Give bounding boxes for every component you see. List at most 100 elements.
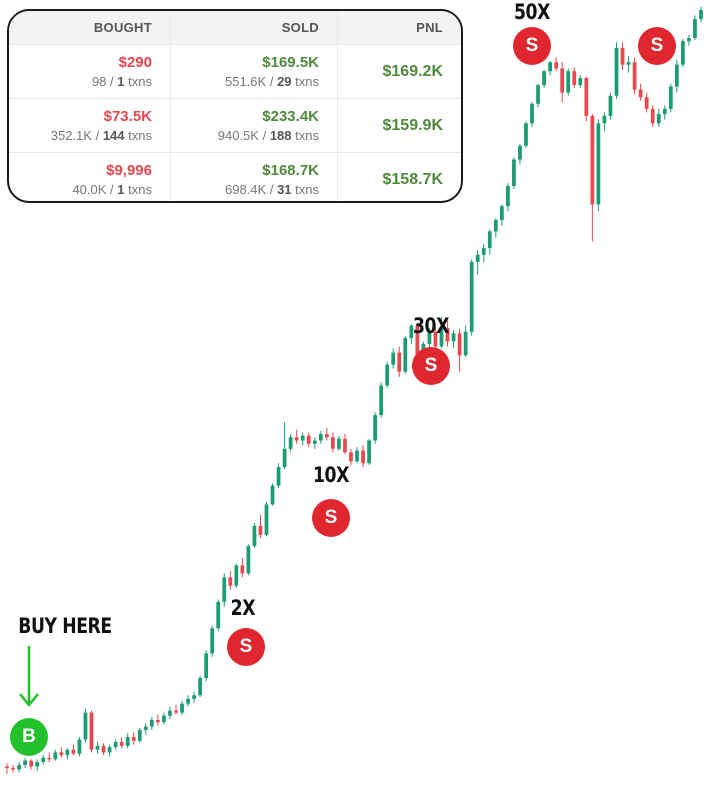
candle-body <box>143 726 148 731</box>
candle <box>349 448 353 466</box>
candle <box>439 317 444 349</box>
candle-body <box>687 37 691 42</box>
pnl-table: BOUGHT SOLD PNL $290 98 / 1 txns $169.5K… <box>7 9 463 203</box>
candle-body <box>656 114 661 124</box>
candle-body <box>258 525 263 535</box>
table-row: $73.5K 352.1K / 144 txns $233.4K 940.5K … <box>9 98 461 152</box>
sold-cell: $168.7K 698.4K / 31 txns <box>171 153 338 201</box>
candle <box>596 119 601 212</box>
candle-body <box>548 62 552 72</box>
candle <box>35 759 40 771</box>
arrow-down-icon <box>19 646 39 707</box>
candle <box>318 431 323 444</box>
candle <box>300 432 305 446</box>
candle <box>530 102 534 128</box>
pnl-cell: $169.2K <box>338 45 461 98</box>
candle <box>156 714 160 726</box>
candle-body <box>379 385 384 416</box>
candle <box>379 382 384 418</box>
candle-body <box>439 327 444 347</box>
candle <box>89 710 94 753</box>
candle-body <box>403 338 408 372</box>
candle <box>391 348 396 369</box>
candle <box>566 68 571 96</box>
sold-amount: $169.5K <box>262 54 319 71</box>
candle-body <box>306 435 311 444</box>
candle <box>451 330 456 349</box>
bought-detail: 40.0K / 1 txns <box>72 182 152 197</box>
candle <box>572 67 577 89</box>
buy-here-label: BUY HERE <box>18 614 112 638</box>
candle <box>222 573 227 607</box>
candle-body <box>288 437 293 449</box>
candle <box>29 759 34 770</box>
candle-body <box>59 752 64 756</box>
candle-body <box>427 331 432 344</box>
candle <box>83 708 88 743</box>
candle <box>681 39 685 68</box>
candle <box>216 599 221 632</box>
candle-body <box>131 737 136 741</box>
candle <box>47 752 52 763</box>
candle-body <box>668 86 673 109</box>
candle-body <box>5 766 9 768</box>
candle <box>355 447 359 464</box>
candle-body <box>65 749 70 756</box>
candle <box>41 755 46 765</box>
candle <box>427 327 432 349</box>
candle-body <box>174 710 178 713</box>
candle-body <box>349 452 353 462</box>
candle-body <box>337 438 341 449</box>
multiplier-label-30x: 30X <box>412 314 449 338</box>
candle-body <box>47 757 52 760</box>
candle-body <box>300 435 305 441</box>
candle <box>699 6 703 22</box>
candle-body <box>228 577 233 586</box>
table-row: $290 98 / 1 txns $169.5K 551.6K / 29 txn… <box>9 44 461 98</box>
candle <box>578 75 583 89</box>
candle-body <box>17 764 21 770</box>
bought-amount: $73.5K <box>103 108 152 125</box>
candle-body <box>638 89 643 98</box>
sold-cell: $233.4K 940.5K / 188 txns <box>171 99 338 152</box>
candle <box>11 764 15 773</box>
candle-body <box>626 62 631 65</box>
candle-body <box>415 325 420 358</box>
candle <box>95 742 100 754</box>
candle-body <box>512 159 516 187</box>
candle <box>548 60 552 76</box>
candle <box>487 229 492 255</box>
candle <box>270 483 275 506</box>
candle-body <box>674 64 679 87</box>
table-row: $9,996 40.0K / 1 txns $168.7K 698.4K / 3… <box>9 152 461 201</box>
candle-body <box>650 108 655 124</box>
candle-body <box>457 333 462 356</box>
candle <box>228 571 233 591</box>
candle-body <box>681 41 685 65</box>
candle-body <box>385 364 390 386</box>
candle-body <box>270 485 275 505</box>
candle <box>204 650 209 682</box>
candle-body <box>204 653 209 679</box>
bought-detail: 98 / 1 txns <box>91 74 152 89</box>
candle-body <box>343 438 347 453</box>
candle <box>674 59 679 93</box>
candle <box>693 15 697 41</box>
candle <box>137 727 142 744</box>
buy-marker: B <box>10 718 48 756</box>
candle <box>306 432 311 448</box>
candle <box>107 744 112 757</box>
candle <box>632 57 637 95</box>
candle <box>119 737 124 749</box>
candle <box>397 346 402 377</box>
candle-body <box>620 47 625 65</box>
bought-amount: $290 <box>118 54 152 71</box>
candle <box>59 747 64 758</box>
candle <box>626 56 631 73</box>
candle-body <box>264 504 269 535</box>
candle-body <box>276 467 281 486</box>
candle-body <box>608 95 613 116</box>
candle-body <box>101 745 106 753</box>
candle <box>186 695 190 707</box>
